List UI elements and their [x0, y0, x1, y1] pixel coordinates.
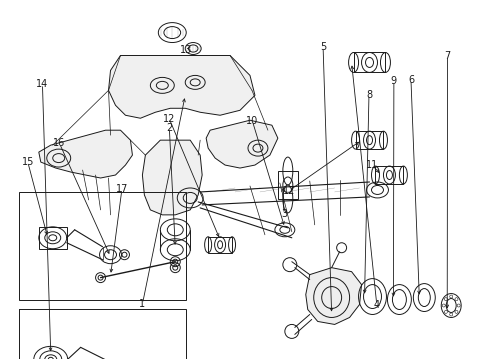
Bar — [356, 131, 384, 149]
Text: 12: 12 — [163, 114, 175, 124]
Text: 10: 10 — [246, 116, 258, 126]
Text: 6: 6 — [408, 75, 414, 85]
Text: 12: 12 — [283, 186, 295, 196]
Polygon shape — [143, 140, 202, 215]
Text: 5: 5 — [320, 42, 326, 52]
Text: 9: 9 — [391, 76, 397, 86]
Bar — [278, 171, 298, 199]
Bar — [19, 310, 186, 360]
Text: 11: 11 — [366, 160, 378, 170]
Text: 15: 15 — [22, 157, 34, 167]
Text: 8: 8 — [366, 90, 372, 100]
Bar — [19, 192, 186, 300]
Polygon shape — [108, 55, 255, 118]
Bar — [208, 237, 232, 253]
Bar — [39, 227, 67, 249]
Text: 2: 2 — [166, 123, 172, 133]
Text: 17: 17 — [116, 184, 128, 194]
Text: 4: 4 — [374, 300, 380, 310]
Bar — [354, 53, 386, 72]
Polygon shape — [306, 268, 362, 324]
Polygon shape — [206, 120, 278, 168]
Text: 16: 16 — [53, 139, 66, 148]
Text: 3: 3 — [281, 209, 287, 219]
Polygon shape — [39, 130, 132, 178]
Text: 1: 1 — [140, 299, 146, 309]
Bar — [375, 166, 403, 184]
Text: 7: 7 — [444, 51, 451, 61]
Text: 13: 13 — [180, 45, 193, 55]
Text: 14: 14 — [36, 79, 49, 89]
